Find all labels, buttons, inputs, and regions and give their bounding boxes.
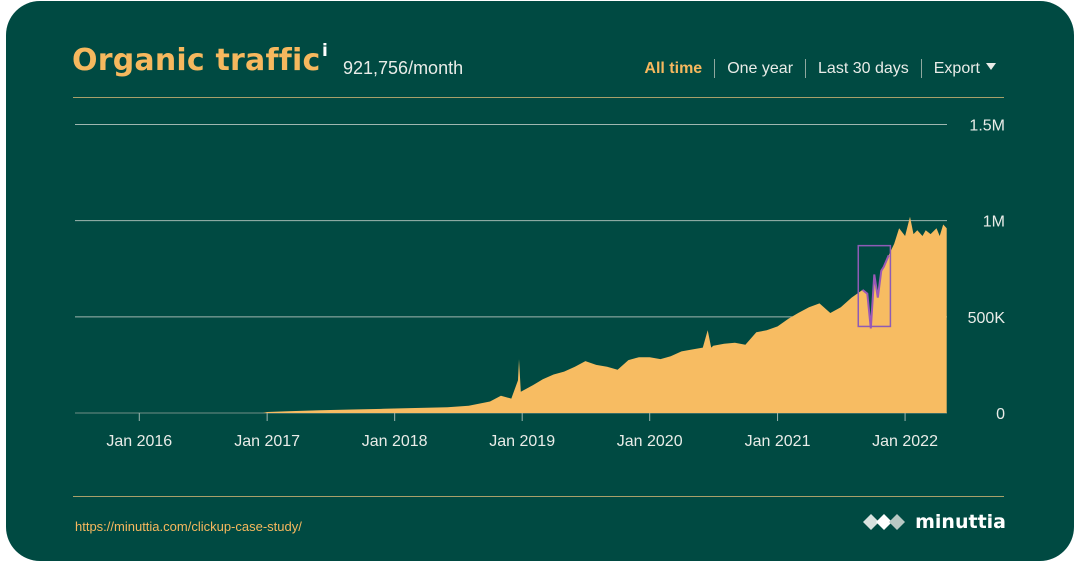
brand-name: minuttia xyxy=(915,511,1006,533)
info-icon[interactable]: i xyxy=(322,41,328,61)
x-tick-label: Jan 2018 xyxy=(362,433,428,450)
tab-divider xyxy=(805,59,807,78)
chart-title: Organic traffic xyxy=(72,43,321,78)
tab-all-time[interactable]: All time xyxy=(644,59,703,77)
tab-divider xyxy=(714,59,716,78)
source-link[interactable]: https://minuttia.com/clickup-case-study/ xyxy=(75,519,302,534)
x-tick-label: Jan 2016 xyxy=(106,433,172,450)
x-tick-label: Jan 2020 xyxy=(617,433,683,450)
highlight-box xyxy=(857,244,892,328)
chevron-down-icon xyxy=(986,62,996,70)
y-tick-label: 500K xyxy=(968,310,1006,327)
brand-mark-icon xyxy=(863,514,906,530)
header-divider xyxy=(73,97,1004,98)
traffic-value: 921,756/month xyxy=(343,58,464,78)
tab-one-year[interactable]: One year xyxy=(727,59,794,77)
traffic-area xyxy=(263,216,947,413)
x-tick-label: Jan 2022 xyxy=(872,433,938,450)
footer-divider xyxy=(73,496,1004,497)
x-tick-label: Jan 2021 xyxy=(745,433,811,450)
y-tick-label: 1.5M xyxy=(969,117,1005,134)
export-label: Export xyxy=(933,59,980,77)
tab-last-30-days[interactable]: Last 30 days xyxy=(818,59,909,77)
y-tick-label: 0 xyxy=(996,406,1005,423)
x-tick-label: Jan 2017 xyxy=(234,433,300,450)
brand-logo: minuttia xyxy=(863,511,1006,533)
highlight-line xyxy=(861,254,890,329)
tab-divider xyxy=(920,59,922,78)
x-tick-label: Jan 2019 xyxy=(489,433,555,450)
export-dropdown[interactable]: Export xyxy=(922,60,1008,78)
range-tabs: All time One year Last 30 days Export xyxy=(632,59,1008,78)
y-tick-label: 1M xyxy=(983,214,1005,231)
